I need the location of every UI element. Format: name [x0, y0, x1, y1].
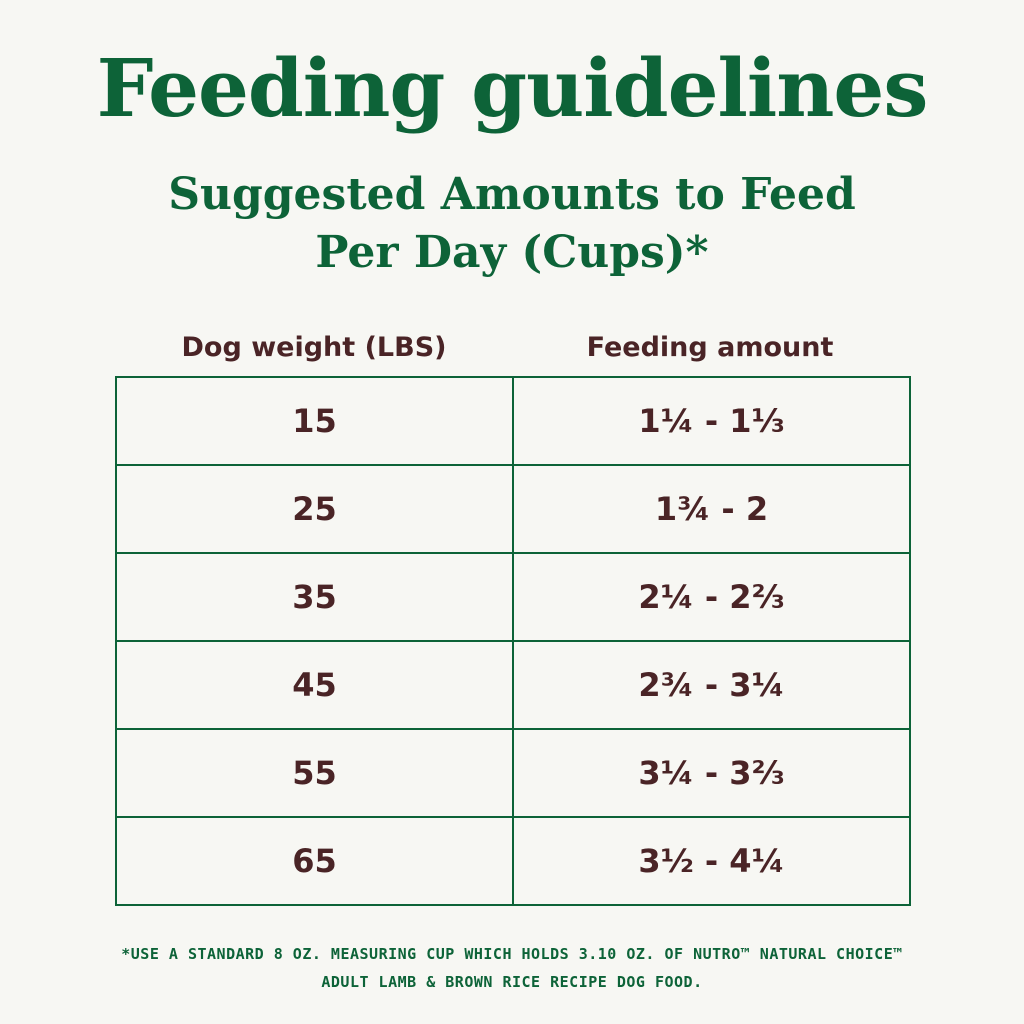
feeding-table: 15 1¼ - 1⅓ 25 1¾ - 2 35 2¼ - 2⅔ 45 2¾ - … — [115, 376, 911, 906]
footnote-line-1: *USE A STANDARD 8 OZ. MEASURING CUP WHIC… — [121, 945, 903, 963]
dog-weight-cell: 65 — [117, 818, 514, 904]
footnote: *USE A STANDARD 8 OZ. MEASURING CUP WHIC… — [0, 940, 1024, 996]
table-row: 25 1¾ - 2 — [117, 466, 909, 554]
table-row: 55 3¼ - 3⅔ — [117, 730, 909, 818]
dog-weight-cell: 35 — [117, 554, 514, 640]
table-row: 35 2¼ - 2⅔ — [117, 554, 909, 642]
subtitle-line-2: Per Day (Cups)* — [315, 227, 709, 278]
column-header-feeding-amount: Feeding amount — [586, 332, 834, 363]
table-row: 45 2¾ - 3¼ — [117, 642, 909, 730]
feeding-amount-cell: 1¼ - 1⅓ — [638, 402, 785, 440]
page-subtitle: Suggested Amounts to Feed Per Day (Cups)… — [0, 166, 1024, 282]
table-row: 15 1¼ - 1⅓ — [117, 378, 909, 466]
feeding-amount-cell: 3¼ - 3⅔ — [638, 754, 785, 792]
dog-weight-cell: 45 — [117, 642, 514, 728]
feeding-amount-cell: 2¼ - 2⅔ — [638, 578, 785, 616]
dog-weight-cell: 15 — [117, 378, 514, 464]
dog-weight-cell: 55 — [117, 730, 514, 816]
table-row: 65 3½ - 4¼ — [117, 818, 909, 904]
dog-weight-cell: 25 — [117, 466, 514, 552]
column-header-dog-weight: Dog weight (LBS) — [181, 332, 447, 363]
feeding-amount-cell: 2¾ - 3¼ — [638, 666, 785, 704]
page-title: Feeding guidelines — [96, 41, 929, 135]
feeding-amount-cell: 3½ - 4¼ — [638, 842, 785, 880]
subtitle-line-1: Suggested Amounts to Feed — [168, 169, 856, 220]
feeding-amount-cell: 1¾ - 2 — [654, 490, 769, 528]
footnote-line-2: ADULT LAMB & BROWN RICE RECIPE DOG FOOD. — [321, 973, 703, 991]
